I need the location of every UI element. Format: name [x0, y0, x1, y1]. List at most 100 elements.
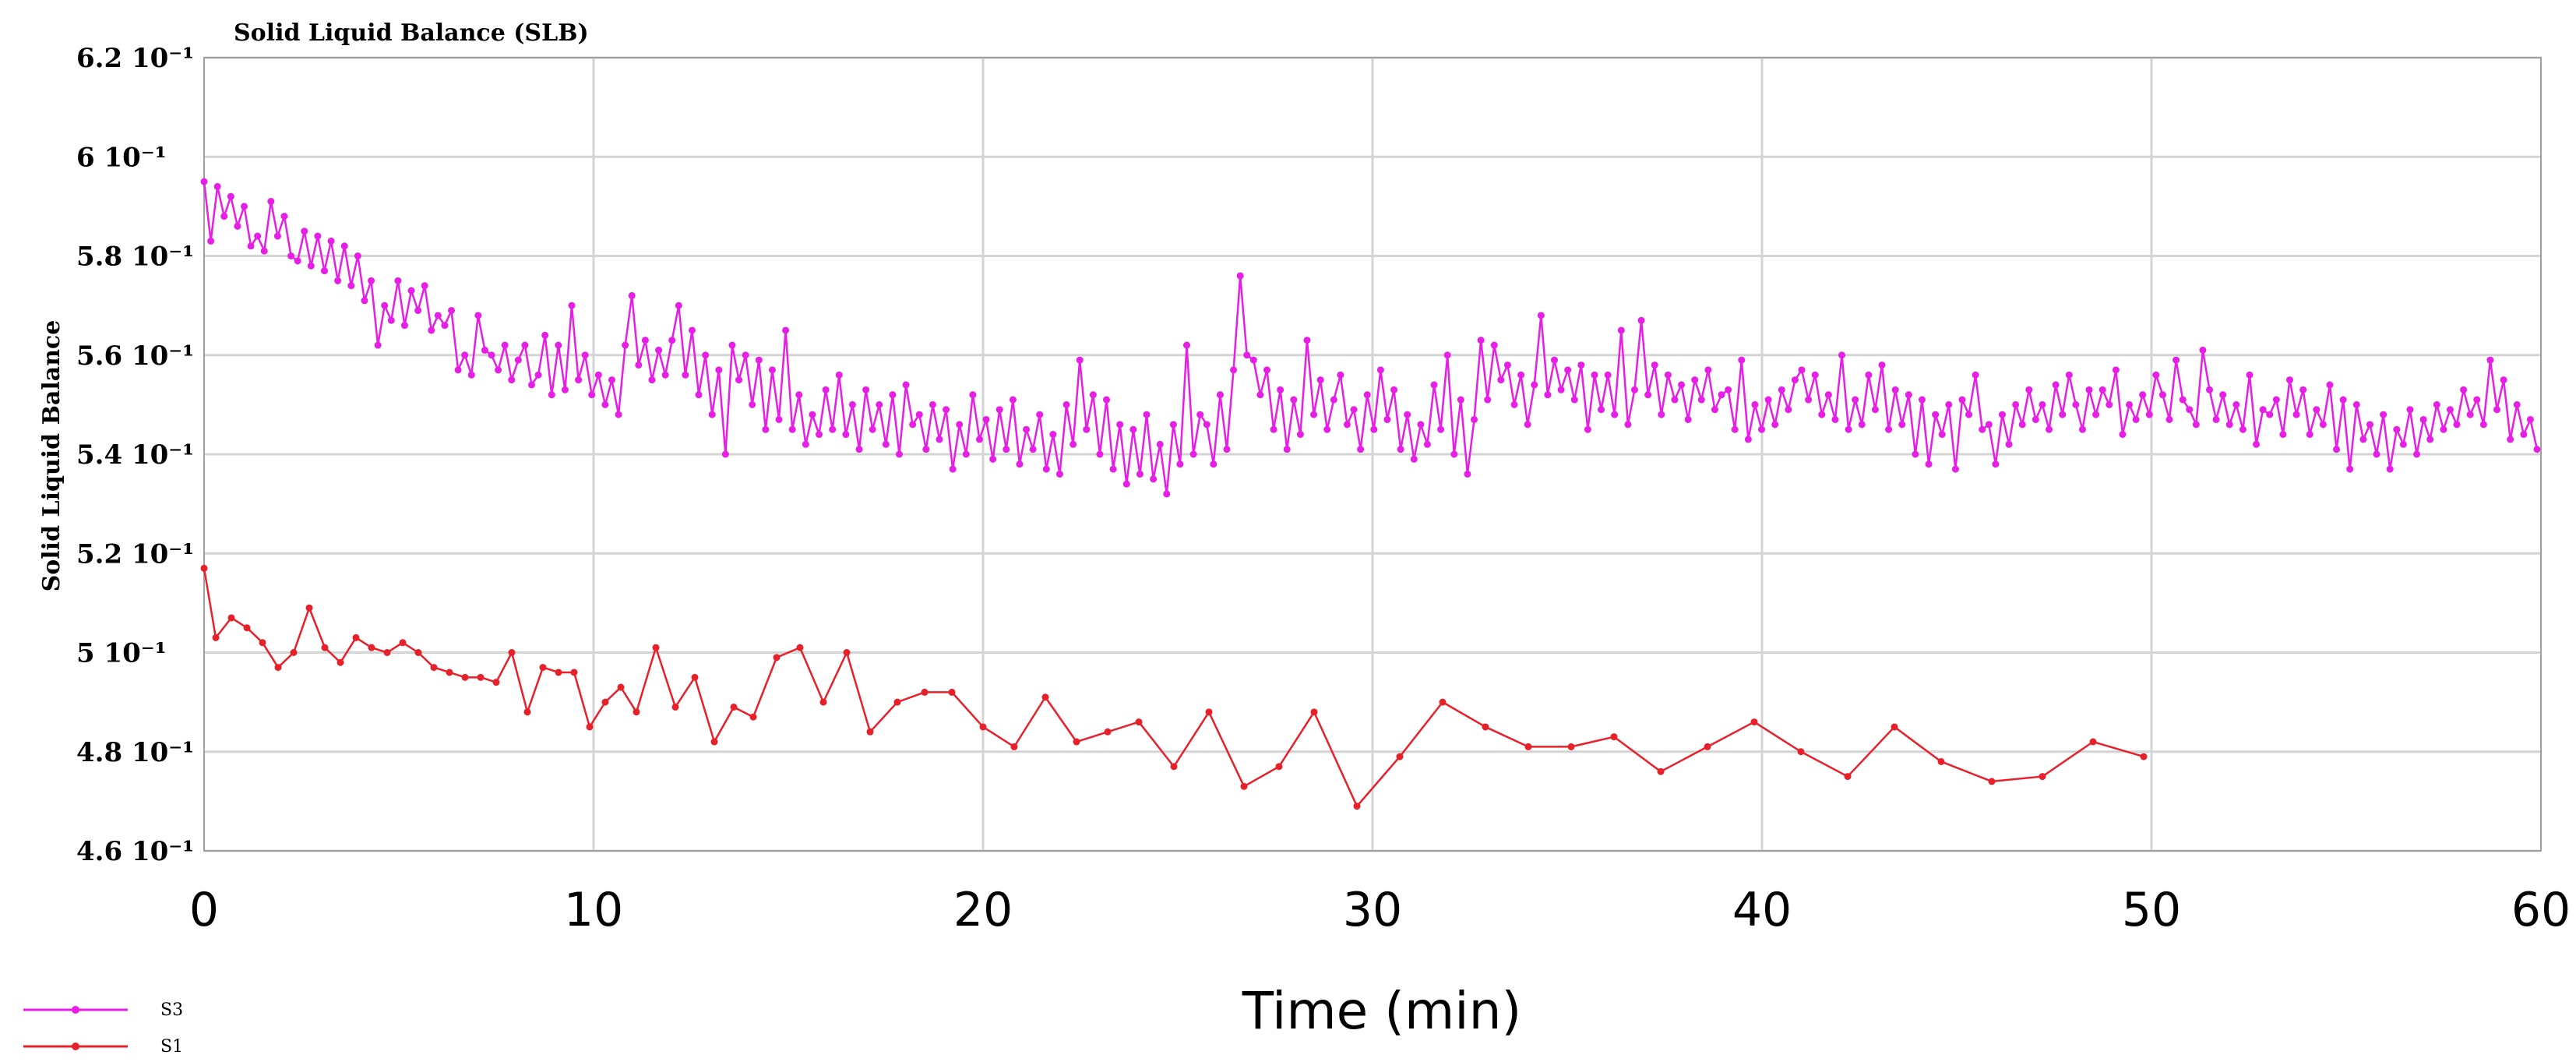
- data-point-s3: [1885, 425, 1893, 433]
- data-point-s3: [1598, 406, 1605, 414]
- chart-title: Solid Liquid Balance (SLB): [234, 19, 589, 47]
- plot-area-border: [203, 57, 2542, 852]
- data-point-s3: [1865, 371, 1873, 379]
- data-point-s3: [2259, 406, 2267, 414]
- data-point-s3: [2152, 371, 2160, 379]
- data-point-s3: [1524, 421, 1531, 429]
- data-point-s3: [1216, 391, 1224, 399]
- data-point-s3: [534, 371, 542, 379]
- data-point-s3: [2440, 425, 2447, 433]
- data-point-s3: [247, 242, 255, 250]
- data-point-s1: [2089, 738, 2097, 746]
- data-point-s3: [394, 277, 402, 284]
- data-point-s3: [548, 391, 555, 399]
- data-point-s1: [601, 698, 609, 706]
- data-point-s1: [893, 698, 901, 706]
- data-point-s3: [2453, 421, 2461, 429]
- data-point-s3: [1678, 381, 1686, 389]
- data-point-s3: [2366, 421, 2373, 429]
- data-point-s3: [2466, 411, 2474, 418]
- data-point-s3: [1183, 341, 1191, 349]
- data-point-s3: [1230, 366, 1238, 374]
- data-point-s3: [816, 431, 823, 439]
- data-point-s3: [575, 376, 583, 384]
- y-tick-label: 5.6 10⁻¹: [76, 340, 194, 372]
- data-point-s1: [1041, 693, 1049, 701]
- data-point-s3: [2173, 356, 2180, 364]
- data-point-s3: [2266, 411, 2274, 418]
- data-point-s1: [749, 713, 757, 721]
- data-point-s3: [1731, 425, 1739, 433]
- data-point-s3: [788, 425, 796, 433]
- y-tick-label: 6.2 10⁻¹: [76, 43, 194, 74]
- data-point-s1: [352, 633, 360, 641]
- data-point-s3: [501, 341, 509, 349]
- y-tick-label: 6 10⁻¹: [76, 142, 167, 173]
- data-point-s1: [508, 649, 516, 656]
- data-point-s3: [2359, 436, 2367, 443]
- x-tick-label: 60: [2511, 883, 2571, 937]
- data-point-s3: [1965, 411, 1973, 418]
- data-point-s3: [200, 178, 208, 185]
- data-point-s3: [2479, 421, 2487, 429]
- data-point-s3: [1070, 440, 1077, 448]
- data-point-s3: [909, 421, 917, 429]
- data-point-s3: [1430, 381, 1438, 389]
- data-point-s3: [1697, 396, 1705, 404]
- data-point-s3: [2272, 396, 2280, 404]
- data-point-s3: [1992, 460, 2000, 468]
- data-point-s3: [280, 213, 288, 221]
- data-point-s3: [1189, 450, 1197, 458]
- data-point-s1: [2140, 753, 2148, 760]
- data-point-s1: [1891, 723, 1898, 731]
- data-point-s3: [2520, 431, 2528, 439]
- data-point-s3: [2119, 431, 2127, 439]
- data-point-s3: [1584, 425, 1591, 433]
- data-point-s3: [1330, 396, 1337, 404]
- data-point-s3: [361, 297, 368, 305]
- data-point-s3: [2386, 465, 2394, 473]
- data-point-s3: [2219, 391, 2227, 399]
- data-point-s3: [688, 326, 696, 334]
- data-point-s3: [1751, 400, 1759, 408]
- data-point-s3: [227, 192, 234, 200]
- data-point-s3: [1684, 415, 1692, 423]
- data-point-s3: [728, 341, 736, 349]
- data-point-s3: [1564, 366, 1572, 374]
- data-point-s3: [2292, 411, 2300, 418]
- series-s3: [200, 178, 2541, 498]
- data-point-s3: [1938, 431, 1946, 439]
- data-point-s3: [635, 361, 643, 369]
- data-point-s3: [374, 341, 382, 349]
- data-point-s1: [227, 614, 235, 622]
- legend-label-s1: S1: [160, 1037, 183, 1057]
- legend-item-s3: S3: [23, 1000, 183, 1020]
- data-point-s3: [982, 415, 990, 423]
- data-point-s3: [2246, 371, 2254, 379]
- data-point-s3: [428, 326, 435, 334]
- data-point-s3: [1725, 386, 1732, 393]
- grid-lines: [204, 56, 2541, 852]
- data-point-s3: [1871, 406, 1879, 414]
- data-point-s3: [1062, 400, 1070, 408]
- data-point-s3: [1510, 400, 1518, 408]
- data-point-s3: [762, 425, 770, 433]
- data-point-s3: [1778, 386, 1785, 393]
- data-point-s1: [819, 698, 827, 706]
- data-point-s3: [220, 213, 228, 221]
- data-point-s3: [234, 222, 241, 230]
- data-point-s1: [773, 654, 781, 662]
- data-point-s1: [570, 669, 578, 676]
- data-point-s3: [1122, 480, 1130, 488]
- data-point-s3: [708, 411, 716, 418]
- data-point-s3: [809, 411, 816, 418]
- data-point-s3: [2085, 386, 2093, 393]
- data-point-s3: [1925, 460, 1933, 468]
- data-point-s3: [2158, 391, 2166, 399]
- data-point-s3: [1630, 386, 1638, 393]
- data-point-s1: [1610, 733, 1618, 741]
- data-point-s1: [321, 644, 329, 651]
- data-point-s3: [1617, 326, 1625, 334]
- data-point-s1: [430, 664, 438, 672]
